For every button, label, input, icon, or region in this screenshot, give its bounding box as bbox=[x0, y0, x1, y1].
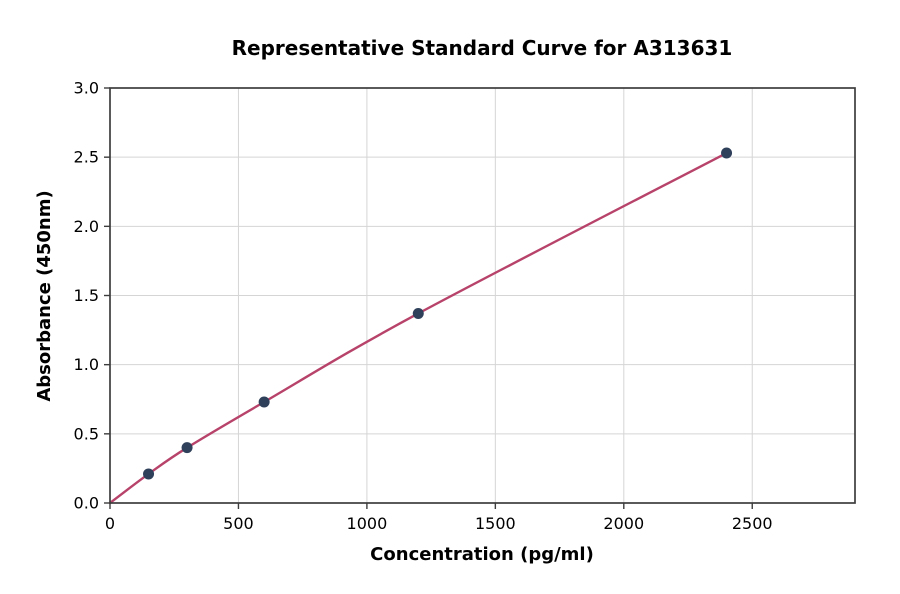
y-tick-label: 0.0 bbox=[74, 494, 99, 513]
y-tick-label: 2.0 bbox=[74, 217, 99, 236]
data-points-layer bbox=[143, 147, 733, 480]
y-axis-label: Absorbance (450nm) bbox=[34, 190, 55, 401]
data-point bbox=[143, 468, 155, 480]
data-point bbox=[412, 307, 424, 319]
y-tick-label: 0.5 bbox=[74, 424, 99, 443]
y-tick-label: 1.0 bbox=[74, 355, 99, 374]
x-tick-label: 1500 bbox=[475, 514, 516, 533]
y-tick-label: 3.0 bbox=[74, 79, 99, 98]
chart-title: Representative Standard Curve for A31363… bbox=[232, 36, 733, 60]
x-axis-label: Concentration (pg/ml) bbox=[370, 544, 594, 565]
data-point bbox=[181, 442, 193, 454]
x-tick-label: 2500 bbox=[732, 514, 773, 533]
tick-layer bbox=[104, 87, 753, 509]
grid-layer bbox=[109, 87, 855, 504]
x-tick-label: 0 bbox=[105, 514, 115, 533]
x-tick-label: 1000 bbox=[347, 514, 388, 533]
data-point bbox=[721, 147, 733, 159]
data-point bbox=[258, 396, 270, 408]
fit-line-layer bbox=[108, 151, 728, 505]
tick-label-layer: 0 500 1000 1500 2000 2500 0.0 0.5 1.0 1.5 2.0 2.5 3.… bbox=[74, 79, 773, 534]
y-tick-label: 1.5 bbox=[74, 286, 99, 305]
x-tick-label: 500 bbox=[223, 514, 254, 533]
x-tick-label: 2000 bbox=[603, 514, 644, 533]
fit-line bbox=[108, 151, 728, 505]
y-tick-label: 2.5 bbox=[74, 148, 99, 167]
